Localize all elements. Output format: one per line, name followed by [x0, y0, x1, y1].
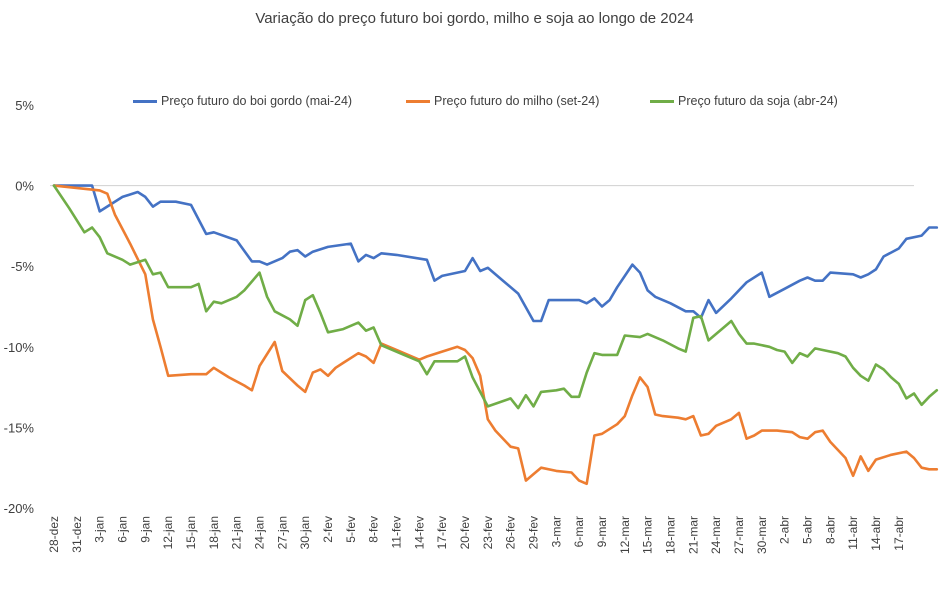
x-tick-label: 26-fev [504, 516, 518, 549]
x-tick-label: 30-jan [298, 516, 312, 549]
legend-item-boi-gordo: Preço futuro do boi gordo (mai-24) [133, 94, 352, 108]
x-tick-label: 18-mar [663, 516, 677, 554]
y-tick-label: -5% [11, 259, 35, 274]
x-tick-label: 3-jan [93, 516, 107, 543]
y-tick-label: 0% [15, 179, 34, 194]
x-tick-label: 23-fev [481, 516, 495, 549]
x-tick-label: 8-fev [367, 516, 381, 543]
x-tick-label: 2-fev [321, 516, 335, 543]
x-tick-label: 2-abr [778, 516, 792, 544]
x-tick-label: 14-abr [869, 516, 883, 551]
legend-item-milho: Preço futuro do milho (set-24) [406, 94, 599, 108]
legend-item-soja: Preço futuro da soja (abr-24) [650, 94, 838, 108]
x-tick-label: 3-mar [549, 516, 563, 547]
legend-swatch-soja [650, 99, 674, 103]
x-tick-label: 12-mar [618, 516, 632, 554]
x-tick-label: 29-fev [526, 516, 540, 549]
x-tick-label: 30-mar [755, 516, 769, 554]
legend: Preço futuro do boi gordo (mai-24) Preço… [0, 94, 949, 114]
x-tick-label: 17-fev [435, 516, 449, 549]
x-tick-label: 24-mar [709, 516, 723, 554]
x-tick-label: 18-jan [207, 516, 221, 549]
y-tick-label: -10% [4, 340, 35, 355]
series-line-0 [52, 184, 939, 323]
x-tick-label: 20-fev [458, 516, 472, 549]
x-tick-label: 14-fev [412, 516, 426, 549]
x-tick-label: 28-dez [47, 516, 61, 553]
x-tick-label: 11-fev [389, 516, 403, 548]
legend-swatch-boi-gordo [133, 99, 157, 103]
legend-swatch-milho [406, 99, 430, 103]
x-tick-label: 21-mar [686, 516, 700, 554]
series-line-2 [52, 184, 939, 410]
y-tick-label: -20% [4, 501, 35, 516]
x-tick-label: 6-mar [572, 516, 586, 547]
x-tick-label: 5-fev [344, 516, 358, 543]
x-tick-label: 11-abr [846, 516, 860, 550]
x-tick-label: 24-jan [252, 516, 266, 549]
x-tick-label: 5-abr [800, 516, 814, 544]
x-tick-label: 17-abr [892, 516, 906, 551]
x-tick-label: 9-mar [595, 516, 609, 547]
x-tick-label: 12-jan [161, 516, 175, 549]
legend-label-milho: Preço futuro do milho (set-24) [434, 94, 600, 108]
x-tick-label: 31-dez [70, 516, 84, 553]
x-tick-label: 9-jan [138, 516, 152, 543]
x-tick-label: 15-jan [184, 516, 198, 549]
legend-label-soja: Preço futuro da soja (abr-24) [678, 94, 838, 108]
series-line-1 [52, 184, 939, 486]
x-tick-label: 15-mar [641, 516, 655, 554]
chart-title: Variação do preço futuro boi gordo, milh… [255, 10, 694, 27]
x-tick-label: 8-abr [823, 516, 837, 544]
x-tick-label: 6-jan [115, 516, 129, 543]
x-tick-label: 21-jan [230, 516, 244, 549]
y-tick-label: 5% [15, 98, 34, 113]
y-tick-label: -15% [4, 420, 35, 435]
x-tick-label: 27-jan [275, 516, 289, 549]
x-tick-label: 27-mar [732, 516, 746, 554]
legend-label-boi-gordo: Preço futuro do boi gordo (mai-24) [161, 94, 353, 108]
